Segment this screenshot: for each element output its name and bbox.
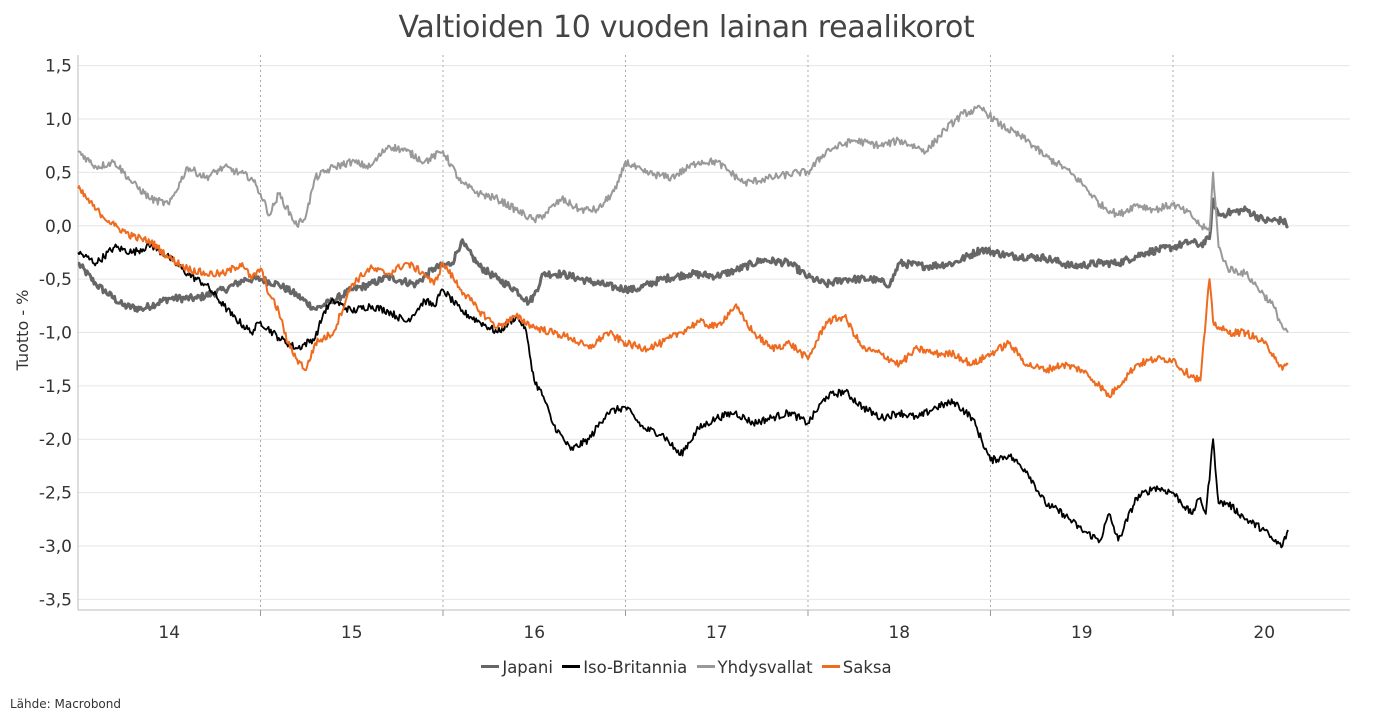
chart-legend: Japani Iso-Britannia Yhdysvallat Saksa [0,658,1373,677]
y-tick-label: -3,5 [39,590,72,610]
y-tick-label: -1,0 [39,324,72,344]
x-tick-label: 14 [158,623,180,643]
x-tick-label: 20 [1253,623,1275,643]
axes [77,55,1350,616]
x-tick-label: 15 [341,623,363,643]
y-tick-label: 0,0 [45,217,72,237]
y-tick-label: -2,5 [39,484,72,504]
series-line-japani [77,197,1290,313]
legend-label-saksa: Saksa [842,658,892,677]
chart-title: Valtioiden 10 vuoden lainan reaalikorot [398,10,975,45]
legend-label-iso-britannia: Iso-Britannia [583,658,688,677]
x-tick-label: 18 [888,623,910,643]
x-tick-label: 16 [523,623,545,643]
y-tick-label: -3,0 [39,537,72,557]
y-tick-label: -0,5 [39,270,72,290]
y-tick-label: -2,0 [39,430,72,450]
y-axis-label: Tuotto - % [13,290,32,372]
series-lines [77,104,1290,549]
legend-swatch-saksa [821,665,840,668]
x-tick-label: 19 [1071,623,1093,643]
y-tick-label: 0,5 [45,163,72,183]
source-note: Lähde: Macrobond [10,697,121,711]
legend-swatch-japani [481,665,500,668]
series-line-yhdysvallat [77,104,1289,334]
series-line-saksa [77,185,1289,399]
series-line-iso-britannia [77,242,1289,549]
legend-label-japani: Japani [502,658,553,677]
y-tick-label: 1,5 [45,57,72,77]
legend-swatch-yhdysvallat [696,665,715,668]
x-tick-labels: 14 15 16 17 18 19 20 [158,623,1275,643]
y-tick-label: 1,0 [45,110,72,130]
y-tick-labels: 1,5 1,0 0,5 0,0 -0,5 -1,0 -1,5 -2,0 -2,5 -3,0 -3,5 [39,57,72,611]
legend-item-japani[interactable]: Japani [481,658,553,677]
x-tick-label: 17 [706,623,728,643]
legend-item-yhdysvallat[interactable]: Yhdysvallat [696,658,813,677]
y-tick-label: -1,5 [39,377,72,397]
grid-lines [78,65,1350,600]
legend-swatch-iso-britannia [562,665,581,668]
legend-item-iso-britannia[interactable]: Iso-Britannia [562,658,687,677]
legend-label-yhdysvallat: Yhdysvallat [717,658,813,677]
legend-item-saksa[interactable]: Saksa [821,658,892,677]
